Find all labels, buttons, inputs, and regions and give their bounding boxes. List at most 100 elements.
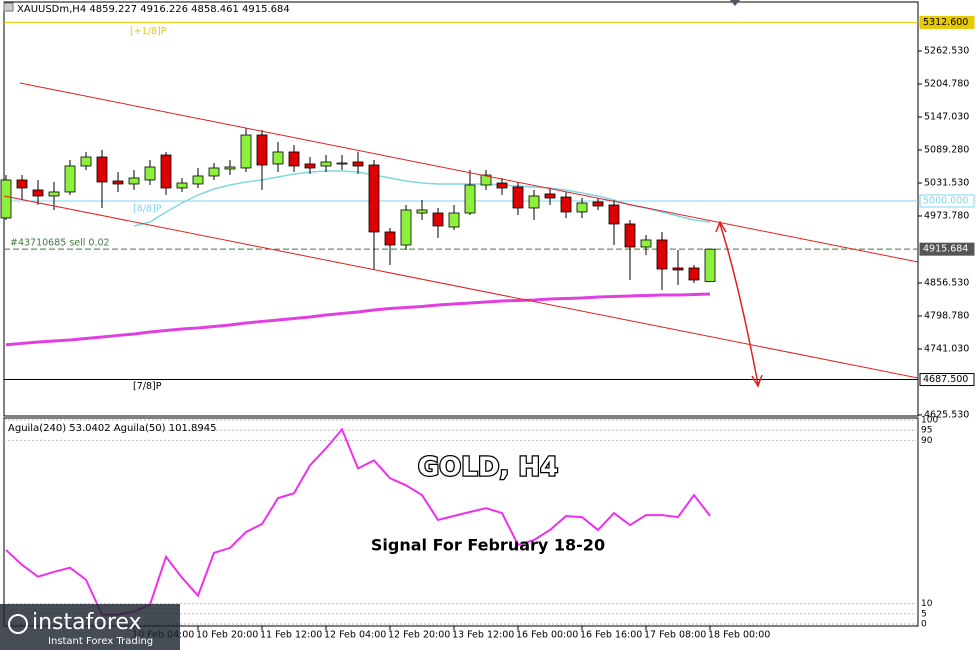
- candle-body: [656, 239, 668, 270]
- channel-upper: [19, 82, 919, 263]
- candle-body: [64, 165, 76, 193]
- y-tick-label: 95: [921, 426, 932, 436]
- candle-body: [368, 164, 380, 233]
- candle-body: [336, 162, 348, 165]
- candle-body: [176, 182, 188, 189]
- candle-body: [272, 151, 284, 165]
- x-tick-label: 16 Feb 16:00: [580, 630, 642, 641]
- y-tick-label: 5204.780: [924, 79, 969, 90]
- candle-body: [256, 134, 268, 166]
- price-panel: [3, 1, 919, 417]
- candle-body: [192, 175, 204, 185]
- overlay-subtitle: Signal For February 18-20: [371, 536, 605, 555]
- level-tag-label: 5000.000: [923, 196, 968, 207]
- level-tag-label: 4687.500: [923, 374, 968, 385]
- candle-body: [480, 174, 492, 186]
- candle-body: [432, 212, 444, 227]
- level-tag-label: 4915.684: [923, 244, 968, 255]
- overlay-title: GOLD, H4: [418, 453, 558, 483]
- x-tick-label: 16 Feb 00:00: [516, 630, 578, 641]
- y-tick-label: 10: [921, 599, 933, 609]
- candle-body: [624, 223, 636, 248]
- y-tick-label: 100: [921, 416, 938, 426]
- candle-body: [576, 202, 588, 213]
- candle-body: [640, 239, 652, 248]
- candle-body: [240, 134, 252, 169]
- channel: [3, 82, 919, 388]
- level-text: [7/8]P: [133, 381, 162, 392]
- chart-icon: [3, 2, 14, 12]
- candle-body: [208, 167, 220, 177]
- candle-body: [32, 189, 44, 197]
- candle-body: [608, 204, 620, 225]
- candle-body: [592, 201, 604, 207]
- candle-body: [0, 179, 12, 219]
- y-tick-label: 4856.530: [924, 277, 969, 288]
- candle-body: [544, 193, 556, 199]
- candle-body: [512, 186, 524, 209]
- candle-body: [560, 196, 572, 213]
- watermark-box: [0, 604, 180, 650]
- y-tick-label: 4973.780: [924, 210, 969, 221]
- y-tick-label: 5147.030: [924, 111, 969, 122]
- level-tag-label: 5312.600: [923, 17, 968, 28]
- candle-body: [144, 166, 156, 181]
- candle-body: [80, 156, 92, 167]
- x-tick-label: 13 Feb 12:00: [452, 630, 514, 641]
- candle-body: [304, 163, 316, 169]
- level-tag: [919, 15, 975, 29]
- y-tick-label: 5: [921, 609, 927, 619]
- candle-body: [384, 231, 396, 246]
- channel-lower: [3, 195, 919, 379]
- plot: 5262.530 5204.780 5147.030 5089.280 5031.530…: [0, 15, 975, 641]
- indicator-title: Aguila(240) 53.0402 Aguila(50) 101.8945: [8, 423, 216, 434]
- candle-body: [288, 151, 300, 167]
- y-tick-label: 5031.530: [924, 177, 969, 188]
- watermark-logo: [8, 614, 28, 634]
- candle-body: [672, 267, 684, 271]
- level-tag: [919, 373, 975, 387]
- y-tick-label: 5089.280: [924, 144, 969, 155]
- candle-body: [16, 179, 28, 189]
- candle-body: [224, 166, 236, 170]
- candle-body: [416, 209, 428, 214]
- level-tag: [919, 242, 975, 256]
- indicator-panel: [3, 417, 919, 627]
- x-tick-label: 11 Feb 12:00: [260, 630, 322, 641]
- x-tick-label: 10 Feb 20:00: [196, 630, 258, 641]
- watermark: instaforex Instant Forex Trading: [0, 604, 180, 650]
- candle-body: [496, 182, 508, 189]
- level-text: [+1/8]P: [130, 26, 167, 37]
- chart-header: XAUUSDm,H4 4859.227 4916.226 4858.461 49…: [17, 4, 290, 15]
- signal-arrow: [715, 220, 763, 388]
- level-tag: [919, 194, 975, 208]
- candle-body: [464, 184, 476, 214]
- candle-body: [160, 154, 172, 189]
- y-tick-label: 4625.530: [924, 409, 969, 420]
- candle-body: [704, 248, 716, 282]
- candle-body: [320, 161, 332, 167]
- candle-body: [112, 180, 124, 185]
- candle-body: [400, 209, 412, 246]
- level-text: #43710685 sell 0.02: [10, 238, 110, 249]
- candle-body: [96, 156, 108, 183]
- candle-body: [48, 191, 60, 197]
- y-tick-label: 0: [921, 620, 927, 630]
- x-tick-label: 17 Feb 08:00: [644, 630, 706, 641]
- shift-marker: [730, 0, 740, 6]
- x-tick-label: 12 Feb 20:00: [388, 630, 450, 641]
- y-tick-label: 4798.780: [924, 310, 969, 321]
- candle-body: [688, 267, 700, 281]
- level-text: [8/8]P: [133, 204, 162, 215]
- candle-body: [448, 212, 460, 228]
- moving-average: [5, 292, 711, 347]
- y-tick-label: 5262.530: [924, 46, 969, 57]
- y-tick-label: 90: [921, 436, 933, 446]
- brand: instaforex: [32, 610, 142, 635]
- x-tick-label: 18 Feb 00:00: [708, 630, 770, 641]
- tagline: Instant Forex Trading: [48, 636, 153, 647]
- x-tick-label: 12 Feb 04:00: [324, 630, 386, 641]
- candle-body: [528, 195, 540, 209]
- candle-body: [352, 161, 364, 167]
